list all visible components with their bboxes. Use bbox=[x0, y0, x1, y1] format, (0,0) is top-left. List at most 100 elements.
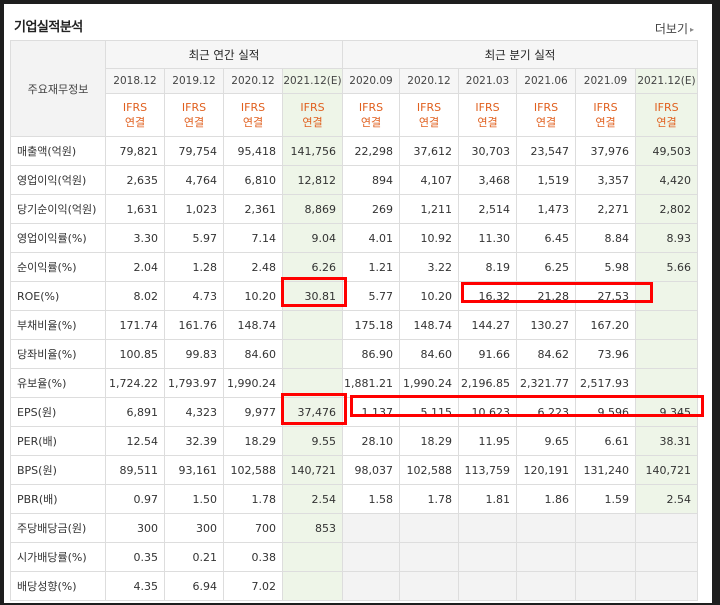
table-cell: 9.04 bbox=[282, 223, 343, 253]
table-cell: 99.83 bbox=[164, 339, 224, 369]
table-cell: 130.27 bbox=[516, 310, 576, 340]
row-label: 유보율(%) bbox=[10, 368, 106, 398]
ifrs-top: IFRS bbox=[533, 101, 559, 114]
table-cell: 3,357 bbox=[575, 165, 636, 195]
table-cell: 853 bbox=[282, 513, 343, 543]
table-cell: 49,503 bbox=[635, 136, 698, 166]
table-cell: 5.77 bbox=[342, 281, 400, 311]
table-cell: 6.45 bbox=[516, 223, 576, 253]
table-cell: 9,596 bbox=[575, 397, 636, 427]
table-cell: 1.59 bbox=[575, 484, 636, 514]
ifrs-label: IFRS 연결 bbox=[282, 93, 343, 137]
table-cell: 5.66 bbox=[635, 252, 698, 282]
row-label: 당좌비율(%) bbox=[10, 339, 106, 369]
table-cell: 1.58 bbox=[342, 484, 400, 514]
table-cell: 86.90 bbox=[342, 339, 400, 369]
ifrs-bottom: 연결 bbox=[595, 116, 616, 129]
table-cell: 300 bbox=[164, 513, 224, 543]
label-column-header: 주요재무정보 bbox=[10, 40, 106, 137]
table-cell: 93,161 bbox=[164, 455, 224, 485]
table-cell: 1,724.22 bbox=[105, 368, 165, 398]
table-cell: 8.19 bbox=[458, 252, 517, 282]
table-cell: 141,756 bbox=[282, 136, 343, 166]
table-cell: 84.60 bbox=[223, 339, 283, 369]
table-cell: 9.55 bbox=[282, 426, 343, 456]
table-cell: 1,519 bbox=[516, 165, 576, 195]
table-cell: 171.74 bbox=[105, 310, 165, 340]
table-cell: 2,635 bbox=[105, 165, 165, 195]
table-cell: 1.21 bbox=[342, 252, 400, 282]
table-cell: 7.14 bbox=[223, 223, 283, 253]
table-cell: 300 bbox=[105, 513, 165, 543]
ifrs-label: IFRS 연결 bbox=[105, 93, 165, 137]
table-row: 시가배당률(%) 0.35 0.21 0.38 bbox=[10, 542, 698, 572]
table-row: 당좌비율(%) 100.85 99.83 84.60 86.90 84.60 91.66 84… bbox=[10, 339, 698, 369]
table-cell: 9,977 bbox=[223, 397, 283, 427]
ifrs-label: IFRS 연결 bbox=[164, 93, 224, 137]
table-cell bbox=[399, 571, 459, 601]
table-cell: 1.28 bbox=[164, 252, 224, 282]
ifrs-bottom: 연결 bbox=[302, 116, 323, 129]
table-cell: 22,298 bbox=[342, 136, 400, 166]
table-cell: 1.86 bbox=[516, 484, 576, 514]
table-cell: 1.78 bbox=[399, 484, 459, 514]
table-cell: 0.21 bbox=[164, 542, 224, 572]
table-cell: 113,759 bbox=[458, 455, 517, 485]
table-cell: 11.30 bbox=[458, 223, 517, 253]
table-cell: 131,240 bbox=[575, 455, 636, 485]
table-cell bbox=[635, 310, 698, 340]
table-cell: 894 bbox=[342, 165, 400, 195]
table-cell: 89,511 bbox=[105, 455, 165, 485]
table-cell: 98,037 bbox=[342, 455, 400, 485]
ifrs-label: IFRS 연결 bbox=[458, 93, 517, 137]
ifrs-label: IFRS 연결 bbox=[223, 93, 283, 137]
table-cell: 1,990.24 bbox=[223, 368, 283, 398]
table-cell: 18.29 bbox=[399, 426, 459, 456]
table-cell bbox=[516, 571, 576, 601]
table-cell: 95,418 bbox=[223, 136, 283, 166]
table-cell bbox=[458, 542, 517, 572]
table-cell: 1,023 bbox=[164, 194, 224, 224]
table-cell: 102,588 bbox=[399, 455, 459, 485]
period-header: 2021.12(E) bbox=[282, 68, 343, 94]
ifrs-top: IFRS bbox=[475, 101, 500, 114]
ifrs-label: IFRS 연결 bbox=[516, 93, 576, 137]
table-cell: 4,323 bbox=[164, 397, 224, 427]
ifrs-bottom: 연결 bbox=[656, 116, 677, 129]
financial-table: 주요재무정보 최근 연간 실적 최근 분기 실적 2018.12 2019.12 2… bbox=[10, 40, 698, 601]
table-cell: 2,196.85 bbox=[458, 368, 517, 398]
table-cell bbox=[282, 571, 343, 601]
row-label: BPS(원) bbox=[10, 455, 106, 485]
table-cell: 4.01 bbox=[342, 223, 400, 253]
table-cell: 100.85 bbox=[105, 339, 165, 369]
ifrs-bottom: 연결 bbox=[418, 116, 440, 129]
table-cell: 3,468 bbox=[458, 165, 517, 195]
table-cell: 4,764 bbox=[164, 165, 224, 195]
ifrs-top: IFRS bbox=[416, 101, 442, 114]
table-row: 유보율(%) 1,724.22 1,793.97 1,990.24 1,881.21 1,… bbox=[10, 368, 698, 398]
more-link[interactable]: 더보기 ▸ bbox=[655, 20, 694, 37]
table-row: 매출액(억원) 79,821 79,754 95,418 141,756 22,298 37… bbox=[10, 136, 698, 166]
table-cell: 0.35 bbox=[105, 542, 165, 572]
table-cell: 2.48 bbox=[223, 252, 283, 282]
ifrs-label: IFRS 연결 bbox=[399, 93, 459, 137]
table-cell bbox=[635, 542, 698, 572]
row-label: PER(배) bbox=[10, 426, 106, 456]
eps-highlight-annual bbox=[281, 393, 347, 425]
table-cell: 700 bbox=[223, 513, 283, 543]
table-cell: 0.97 bbox=[105, 484, 165, 514]
table-cell: 2.04 bbox=[105, 252, 165, 282]
ifrs-label: IFRS 연결 bbox=[342, 93, 400, 137]
table-cell: 1,631 bbox=[105, 194, 165, 224]
table-cell bbox=[282, 339, 343, 369]
row-label: 영업이익률(%) bbox=[10, 223, 106, 253]
roe-highlight-annual bbox=[281, 277, 347, 307]
ifrs-bottom: 연결 bbox=[360, 116, 382, 129]
period-header: 2021.06 bbox=[516, 68, 576, 94]
table-cell: 3.30 bbox=[105, 223, 165, 253]
row-label: 영업이익(억원) bbox=[10, 165, 106, 195]
table-cell: 37,612 bbox=[399, 136, 459, 166]
eps-highlight-quarterly bbox=[350, 395, 704, 417]
table-cell bbox=[282, 542, 343, 572]
table-cell: 10.20 bbox=[399, 281, 459, 311]
